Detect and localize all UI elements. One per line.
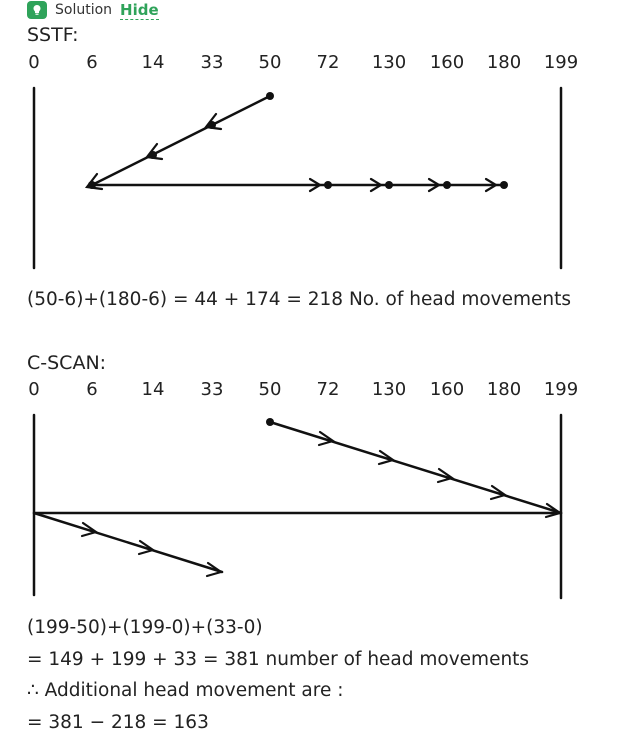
cscan-diagram [32,413,563,600]
cscan-line-4: = 381 − 218 = 163 [27,712,209,733]
sstf-point-180 [500,181,508,189]
cscan-arrowhead [489,484,508,501]
sstf-arrowhead [369,177,384,193]
sstf-arrowhead [144,142,164,161]
cscan-arrowhead [137,539,156,556]
sstf-arrowhead [84,172,104,191]
sstf-arrowhead [484,177,499,193]
cscan-arrowhead [205,561,224,578]
cscan-point-50 [266,418,274,426]
cscan-tick-label: 0 [28,379,40,400]
sstf-tick-label: 180 [486,52,522,73]
cscan-tick-label: 180 [486,379,522,400]
solution-label: Solution [55,2,113,18]
sstf-tick-label: 72 [316,52,340,73]
sstf-tick-label: 0 [28,52,40,73]
sstf-formula: (50-6)+(180-6) = 44 + 174 = 218 No. of h… [27,289,572,310]
cscan-arrowhead [436,467,455,484]
cscan-tick-label: 33 [200,379,224,400]
sstf-point-130 [385,181,393,189]
cscan-line-2: = 149 + 199 + 33 = 381 number of head mo… [27,649,530,670]
sstf-arrowhead [203,112,223,131]
solution-header: Solution Hide [27,0,159,20]
cscan-tick-label: 72 [316,379,340,400]
cscan-tick-label: 160 [429,379,465,400]
sstf-point-72 [324,181,332,189]
sstf-arrowhead [427,177,442,193]
sstf-tick-label: 6 [86,52,98,73]
cscan-tick-label: 6 [86,379,98,400]
cscan-path-50-to-199 [268,420,563,515]
cscan-arrowhead [317,430,336,447]
cscan-tick-label: 130 [371,379,407,400]
cscan-arrowhead [377,449,396,466]
sstf-tick-label: 50 [258,52,282,73]
sstf-tick-label: 199 [543,52,579,73]
sstf-arrowhead [308,177,323,193]
cscan-arrowhead [544,502,563,519]
sstf-tick-label: 130 [371,52,407,73]
cscan-title: C-SCAN: [27,352,107,374]
sstf-diagram [32,86,563,270]
sstf-title: SSTF: [27,24,79,46]
cscan-arrowhead [80,521,99,538]
sstf-tick-label: 33 [200,52,224,73]
sstf-tick-label: 160 [429,52,465,73]
cscan-line-1: (199-50)+(199-0)+(33-0) [27,617,263,638]
cscan-tick-label: 50 [258,379,282,400]
sstf-point-50 [266,92,274,100]
cscan-tick-label: 14 [141,379,165,400]
cscan-tick-label: 199 [543,379,579,400]
cscan-line-3: ∴ Additional head movement are : [27,680,344,701]
sstf-path-50-to-6 [90,94,272,187]
lightbulb-icon [27,1,47,19]
hide-link[interactable]: Hide [120,0,159,20]
sstf-tick-label: 14 [141,52,165,73]
sstf-point-160 [443,181,451,189]
cscan-path-0-to-33 [32,511,224,574]
